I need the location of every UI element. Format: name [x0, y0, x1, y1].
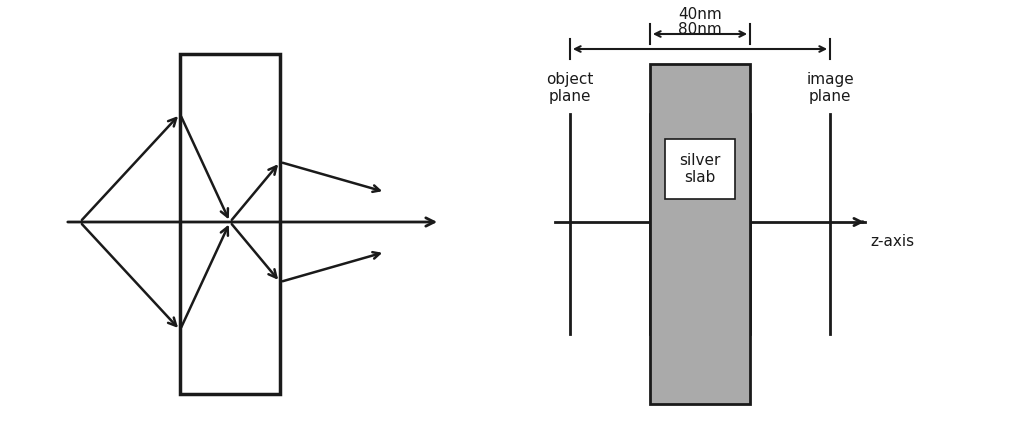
- Text: z-axis: z-axis: [870, 234, 914, 249]
- Text: image
plane: image plane: [806, 71, 853, 104]
- Text: 40nm: 40nm: [678, 7, 722, 22]
- Text: object
plane: object plane: [546, 71, 594, 104]
- Text: 80nm: 80nm: [678, 22, 722, 37]
- Bar: [180, 54, 280, 394]
- Bar: [650, 64, 750, 404]
- Text: silver
slab: silver slab: [679, 153, 721, 185]
- Bar: [665, 139, 735, 199]
